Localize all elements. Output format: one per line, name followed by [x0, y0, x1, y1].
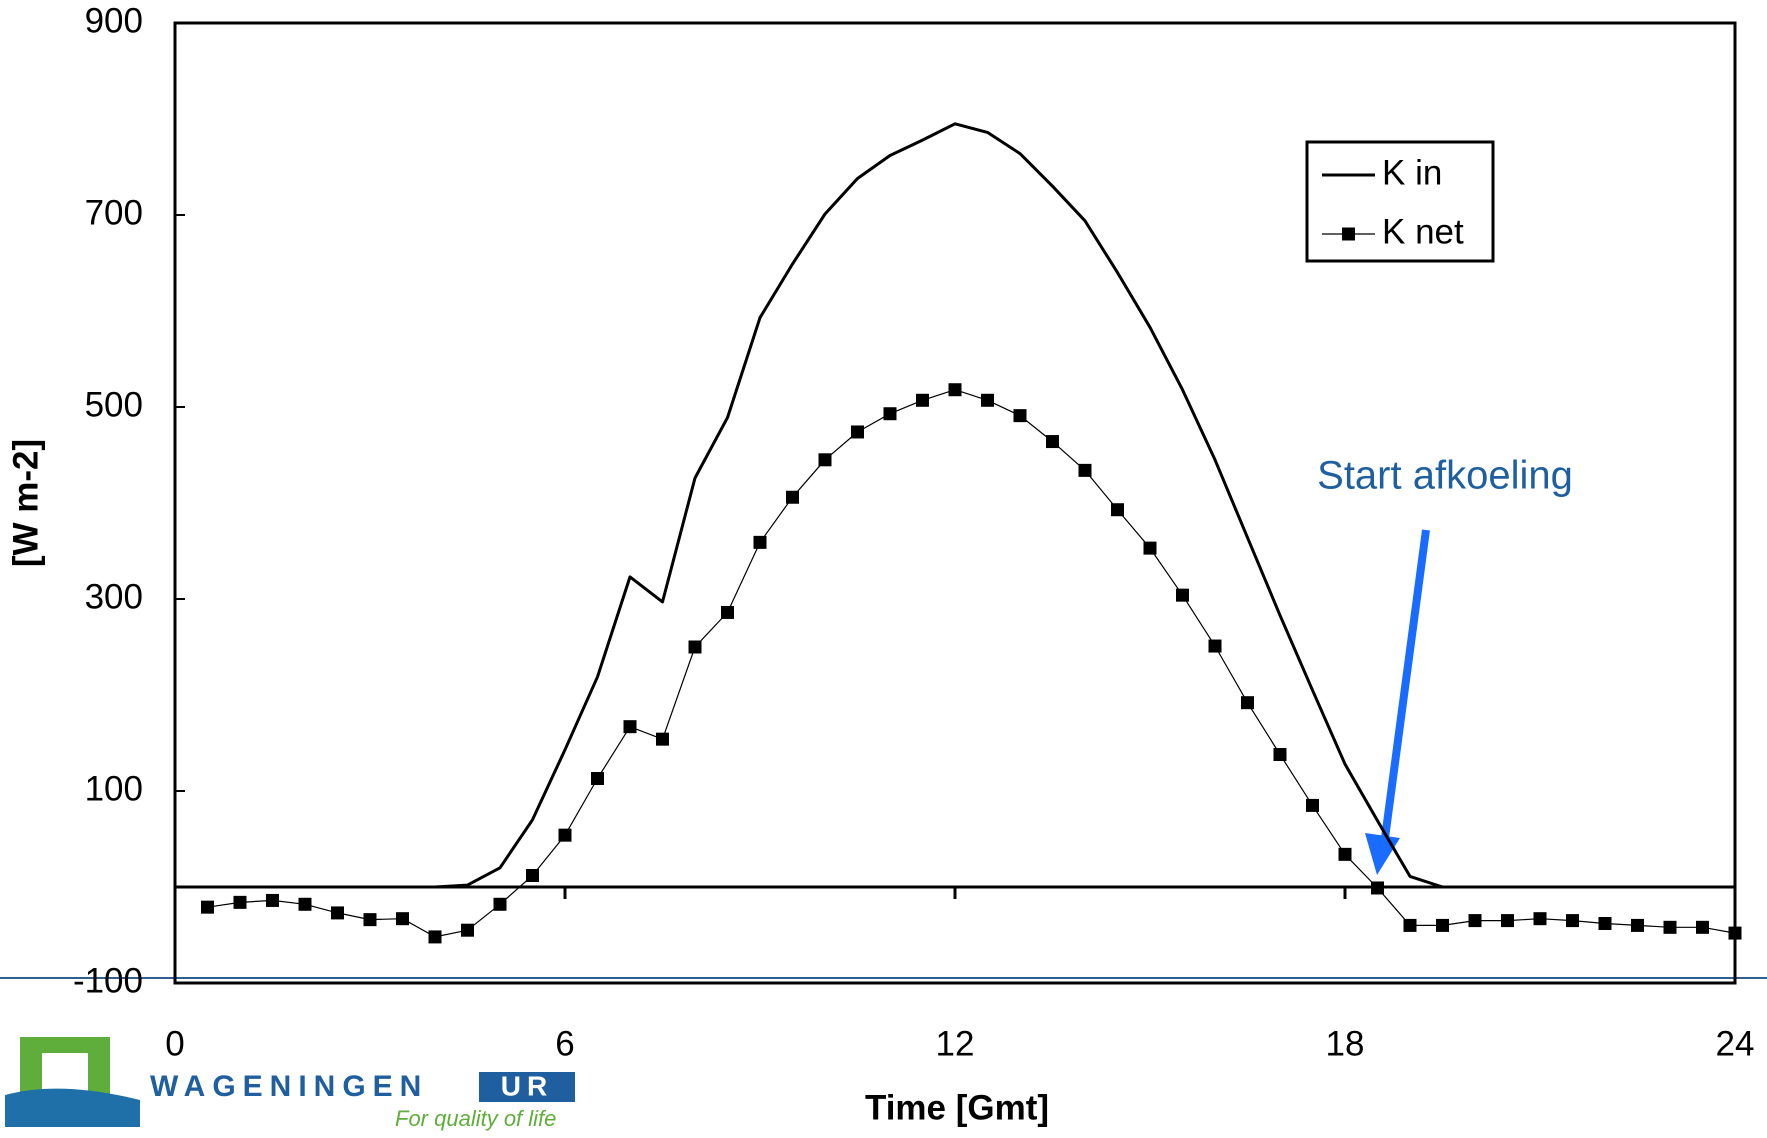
data-point: [623, 720, 637, 734]
data-point: [916, 393, 929, 407]
x-axis-title: Time [Gmt]: [865, 1088, 1049, 1127]
x-tick-label: 24: [1716, 1024, 1755, 1063]
data-point: [1566, 914, 1579, 928]
logo-shape: [88, 1037, 110, 1107]
data-point: [1696, 920, 1709, 934]
data-point: [493, 897, 507, 911]
x-tick-label: 12: [936, 1024, 975, 1063]
data-point: [1631, 918, 1644, 932]
data-point: [1306, 798, 1319, 812]
logo-tagline: For quality of life: [395, 1106, 556, 1131]
data-point: [1403, 918, 1417, 932]
data-point: [298, 897, 312, 911]
y-tick-label: 100: [85, 769, 143, 808]
y-tick-label: 900: [85, 1, 143, 40]
data-point: [883, 407, 897, 421]
data-point: [1728, 926, 1742, 940]
data-point: [558, 828, 572, 842]
data-point: [428, 930, 442, 944]
data-point: [1273, 748, 1287, 762]
data-point: [233, 895, 247, 909]
data-point: [396, 912, 409, 926]
data-point: [266, 893, 279, 907]
y-tick-label: -100: [73, 961, 143, 1000]
data-point: [753, 535, 767, 549]
data-point: [688, 640, 702, 654]
legend-label: K in: [1382, 153, 1442, 192]
legend-box: [1305, 140, 1495, 263]
legend-label: K net: [1382, 212, 1464, 251]
y-tick-label: 500: [85, 385, 143, 424]
data-point: [1143, 541, 1157, 555]
data-point: [851, 425, 864, 439]
data-point: [1533, 912, 1547, 926]
x-tick-label: 0: [165, 1024, 184, 1063]
data-point: [331, 906, 344, 920]
data-point: [1241, 696, 1254, 710]
logo-suffix: UR: [501, 1070, 553, 1101]
data-point: [1598, 916, 1612, 930]
data-point: [656, 732, 669, 746]
data-point: [1208, 639, 1222, 653]
legend-marker: [1342, 227, 1355, 241]
annotation: Start afkoeling: [1317, 454, 1573, 498]
data-point: [721, 605, 734, 619]
annotation-arrow: [1381, 529, 1430, 839]
y-tick-label: 700: [85, 193, 143, 232]
data-point: [1176, 588, 1189, 602]
y-axis-title: [W m-2]: [6, 439, 45, 567]
data-point: [1078, 463, 1092, 477]
data-point: [461, 923, 474, 937]
data-point: [591, 772, 604, 786]
data-point: [1013, 409, 1027, 423]
y-tick-label: 300: [85, 577, 143, 616]
logo-ur-box: [479, 1072, 575, 1102]
series-line: [207, 122, 1735, 889]
data-point: [1371, 881, 1384, 895]
logo-name: WAGENINGEN: [150, 1070, 428, 1103]
legend: K in K net: [1322, 153, 1464, 251]
x-tick-label: 6: [555, 1024, 574, 1063]
data-point: [786, 490, 799, 504]
data-point: [1111, 503, 1124, 517]
logo-water: [5, 1088, 140, 1127]
data-point: [201, 900, 214, 914]
logo-shape: [20, 1037, 110, 1053]
data-point: [363, 913, 377, 927]
data-point: [1338, 847, 1352, 861]
data-point: [526, 868, 539, 882]
data-point: [1663, 920, 1677, 934]
data-point: [1501, 914, 1514, 928]
data-point: [1436, 918, 1449, 932]
data-point: [1468, 914, 1482, 928]
data-point: [981, 393, 994, 407]
plot-frame: [173, 21, 1737, 985]
x-tick-label: 18: [1326, 1024, 1365, 1063]
logo: WAGENINGEN UR For quality of life: [5, 1037, 575, 1131]
data-point: [1046, 435, 1059, 449]
data-point: [818, 453, 832, 467]
data-point: [948, 383, 962, 397]
